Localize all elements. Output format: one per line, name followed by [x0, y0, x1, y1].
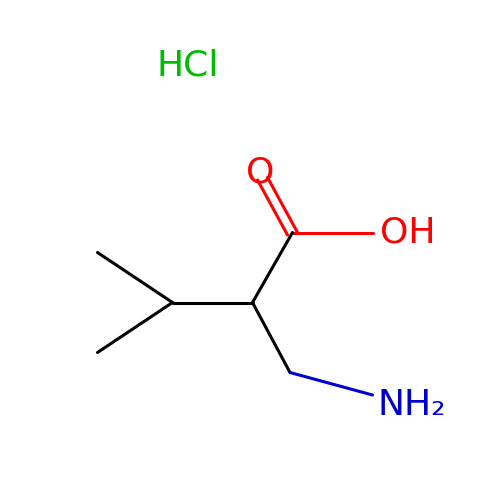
Text: OH: OH: [380, 216, 436, 250]
Text: O: O: [246, 156, 274, 190]
Text: NH₂: NH₂: [378, 388, 446, 422]
Text: HCl: HCl: [156, 48, 218, 82]
